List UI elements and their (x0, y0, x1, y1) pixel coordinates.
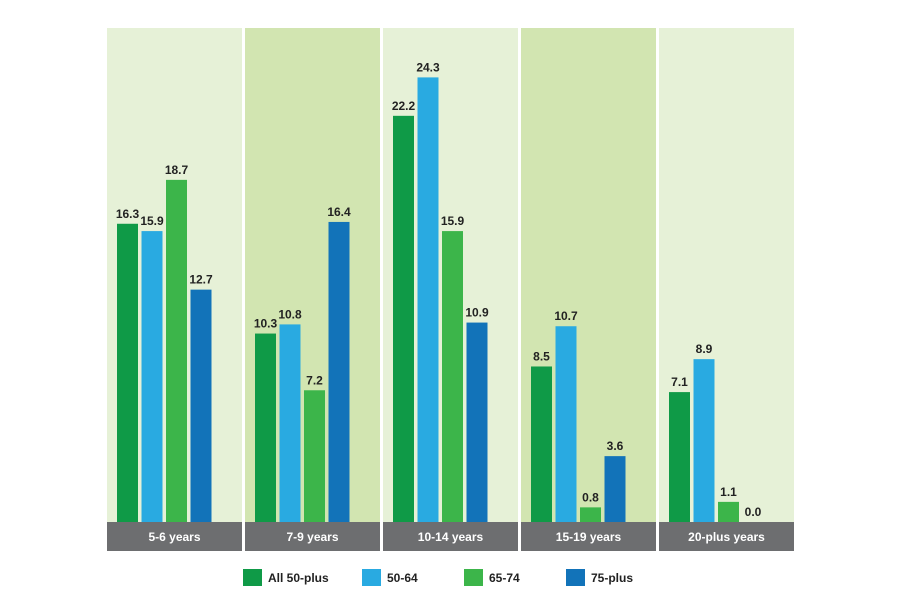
value-label-10-14-years-75-plus: 10.9 (465, 306, 489, 320)
category-band-20-plus-years (659, 522, 794, 551)
bar-15-19-years-50-64 (555, 326, 577, 522)
category-label-7-9-years: 7-9 years (286, 530, 338, 544)
legend-label-50-64: 50-64 (387, 571, 418, 585)
category-band-10-14-years (383, 522, 518, 551)
legend: All 50-plus 50-64 65-74 75-plus (243, 569, 633, 586)
value-label-5-6-years-65-74: 18.7 (165, 163, 189, 177)
value-label-20-plus-years-50-64: 8.9 (696, 342, 713, 356)
legend-swatch-75-plus (566, 569, 585, 586)
legend-label-65-74: 65-74 (489, 571, 520, 585)
value-label-20-plus-years-75-plus: 0.0 (745, 505, 762, 519)
value-label-5-6-years-75-plus: 12.7 (189, 273, 213, 287)
bar-20-plus-years-50-64 (693, 359, 715, 522)
bar-5-6-years-all-50-plus (117, 223, 138, 522)
bar-5-6-years-75-plus (190, 289, 212, 522)
category-band-7-9-years (245, 522, 380, 551)
value-label-7-9-years-75-plus: 16.4 (327, 205, 351, 219)
legend-swatch-50-64 (362, 569, 381, 586)
category-label-10-14-years: 10-14 years (418, 530, 484, 544)
legend-label-all-50-plus: All 50-plus (268, 571, 329, 585)
category-label-5-6-years: 5-6 years (148, 530, 200, 544)
category-band-15-19-years (521, 522, 656, 551)
value-label-15-19-years-all-50-plus: 8.5 (533, 349, 550, 363)
value-label-20-plus-years-65-74: 1.1 (720, 485, 737, 499)
bars (117, 77, 739, 523)
bar-15-19-years-75-plus (604, 456, 626, 522)
value-label-7-9-years-all-50-plus: 10.3 (254, 317, 278, 331)
value-label-5-6-years-all-50-plus: 16.3 (116, 207, 140, 221)
value-label-7-9-years-65-74: 7.2 (306, 373, 323, 387)
bar-7-9-years-65-74 (304, 390, 325, 522)
value-label-15-19-years-65-74: 0.8 (582, 490, 599, 504)
legend-swatch-65-74 (464, 569, 483, 586)
category-band-5-6-years (107, 522, 242, 551)
value-label-15-19-years-50-64: 10.7 (554, 309, 578, 323)
category-label-20-plus-years: 20-plus years (688, 530, 765, 544)
legend-label-75-plus: 75-plus (591, 571, 633, 585)
value-label-5-6-years-50-64: 15.9 (140, 214, 164, 228)
bar-5-6-years-65-74 (166, 179, 187, 522)
category-label-15-19-years: 15-19 years (556, 530, 622, 544)
bar-5-6-years-50-64 (141, 231, 163, 523)
bar-7-9-years-75-plus (328, 221, 350, 522)
bar-10-14-years-65-74 (442, 231, 463, 523)
value-label-20-plus-years-all-50-plus: 7.1 (671, 375, 688, 389)
bar-15-19-years-65-74 (580, 507, 601, 522)
bar-10-14-years-50-64 (417, 77, 439, 523)
value-label-15-19-years-75-plus: 3.6 (607, 439, 624, 453)
value-label-7-9-years-50-64: 10.8 (278, 307, 302, 321)
bar-10-14-years-75-plus (466, 322, 488, 522)
category-labels: 5-6 years 7-9 years 10-14 years 15-19 years… (107, 522, 794, 551)
value-label-10-14-years-50-64: 24.3 (416, 60, 440, 74)
bar-20-plus-years-65-74 (718, 501, 739, 522)
bar-10-14-years-all-50-plus (393, 115, 414, 523)
bar-20-plus-years-all-50-plus (669, 392, 690, 522)
bar-7-9-years-all-50-plus (255, 333, 276, 522)
value-label-10-14-years-65-74: 15.9 (441, 214, 465, 228)
bar-15-19-years-all-50-plus (531, 366, 552, 522)
bar-7-9-years-50-64 (279, 324, 301, 522)
value-labels: 16.315.918.712.710.310.87.216.422.224.31… (116, 60, 762, 519)
value-label-10-14-years-all-50-plus: 22.2 (392, 99, 416, 113)
legend-swatch-all-50-plus (243, 569, 262, 586)
